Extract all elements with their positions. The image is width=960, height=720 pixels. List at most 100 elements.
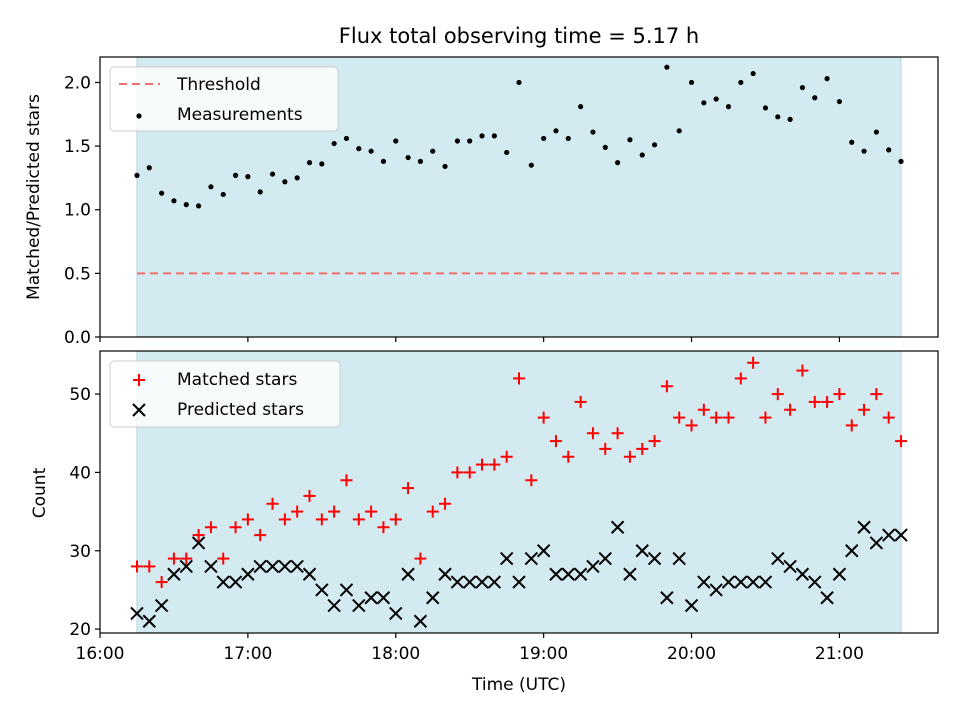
measurements-point [491, 133, 497, 139]
matched-stars-point [513, 372, 525, 385]
predicted-stars-point [709, 583, 723, 597]
legend-predicted-label: Predicted stars [177, 400, 304, 420]
ratio-y-axis-label: Matched/Predicted stars [24, 94, 44, 300]
measurements-point [873, 129, 879, 135]
measurements-point [578, 104, 584, 110]
measurements-point [454, 138, 460, 144]
predicted-stars-point [475, 575, 489, 589]
predicted-stars-point [339, 583, 354, 597]
matched-stars-point [808, 395, 821, 408]
matched-stars-point [352, 513, 365, 526]
measurements-point [504, 149, 510, 156]
measurements-point [898, 158, 904, 164]
predicted-stars-point [758, 575, 773, 589]
matched-stars-point [611, 427, 624, 440]
matched-stars-point [796, 364, 809, 377]
predicted-stars-point [364, 591, 378, 605]
measurements-point [479, 133, 485, 139]
predicted-stars-point [857, 520, 871, 534]
matched-stars-point [599, 442, 612, 455]
predicted-stars-point [265, 559, 280, 574]
chart-title: Flux total observing time = 5.17 h [339, 24, 699, 48]
predicted-stars-point [684, 598, 699, 613]
measurements-point [639, 152, 645, 158]
measurements-point [245, 174, 251, 180]
predicted-stars-point [512, 575, 526, 589]
predicted-stars-point [191, 536, 206, 550]
measurements-point [380, 158, 387, 164]
matched-stars-point [266, 497, 279, 510]
count-markers [130, 356, 908, 628]
matched-stars-point [426, 505, 439, 518]
predicted-stars-point [154, 598, 169, 613]
predicted-stars-point [635, 544, 649, 558]
x-tick-label: 21:00 [815, 644, 864, 664]
measurements-point [528, 162, 534, 168]
matched-stars-point [636, 442, 649, 455]
ratio-legend: Threshold Measurements [109, 66, 339, 132]
matched-stars-point [241, 513, 254, 526]
x-tick-label: 16:00 [76, 644, 125, 664]
measurements-point [134, 172, 140, 178]
y-tick-label: 2.0 [64, 73, 91, 93]
y-tick-label: 40 [69, 463, 91, 483]
measurements-point [257, 189, 263, 195]
predicted-stars-point [462, 575, 477, 589]
measurements-point [725, 104, 732, 110]
measurements-point [812, 95, 818, 101]
matched-stars-point [648, 435, 661, 448]
measurements-point [738, 79, 744, 86]
measurements-point [467, 138, 473, 144]
matched-stars-point [451, 466, 464, 479]
x-tick-label: 20:00 [667, 644, 716, 664]
matched-stars-point [315, 513, 328, 526]
predicted-stars-point [783, 559, 797, 574]
predicted-stars-point [315, 583, 329, 597]
y-tick-label: 20 [69, 620, 91, 640]
predicted-stars-point [290, 559, 304, 574]
measurements-point [565, 135, 571, 142]
matched-stars-point [500, 450, 513, 463]
legend-measurements-label: Measurements [177, 105, 303, 125]
matched-stars-point [710, 411, 723, 424]
legend-measurements-swatch [136, 113, 142, 119]
ratio-x-ticks [99, 337, 841, 342]
matched-stars-point [217, 552, 230, 565]
predicted-stars-point [610, 520, 625, 534]
predicted-stars-point [228, 575, 243, 589]
matched-stars-point [143, 560, 156, 573]
predicted-stars-point [487, 575, 502, 589]
predicted-stars-point [549, 567, 563, 581]
x-axis-label: Time (UTC) [471, 675, 566, 695]
predicted-stars-point [536, 544, 551, 558]
measurements-point [195, 203, 202, 209]
matched-stars-point [180, 552, 193, 565]
matched-stars-point [759, 411, 772, 424]
y-tick-label: 0.0 [64, 328, 91, 348]
measurements-point [220, 191, 226, 198]
measurements-point [146, 165, 152, 171]
matched-stars-point [254, 529, 267, 542]
matched-stars-point [685, 419, 698, 432]
matched-stars-point [833, 388, 846, 401]
measurements-point [627, 137, 633, 143]
matched-stars-point [463, 466, 476, 479]
ratio-panel: 0.00.51.01.52.0 Matched/Predicted stars … [24, 56, 939, 348]
predicted-stars-point [499, 551, 514, 566]
matched-stars-point [525, 474, 538, 487]
matched-stars-point [870, 388, 883, 401]
matched-stars-point [278, 513, 291, 526]
matched-stars-point [291, 505, 304, 518]
measurements-point [676, 128, 682, 134]
matched-stars-point [882, 411, 895, 424]
predicted-stars-point [845, 544, 859, 558]
measurements-point [343, 135, 350, 142]
x-tick-label: 17:00 [223, 644, 272, 664]
matched-stars-point [574, 395, 587, 408]
predicted-stars-point [216, 575, 230, 589]
measurements-point [787, 116, 793, 122]
matched-stars-point [204, 521, 217, 534]
predicted-stars-point [771, 551, 785, 566]
measurements-point [849, 139, 855, 145]
predicted-stars-point [524, 551, 539, 566]
